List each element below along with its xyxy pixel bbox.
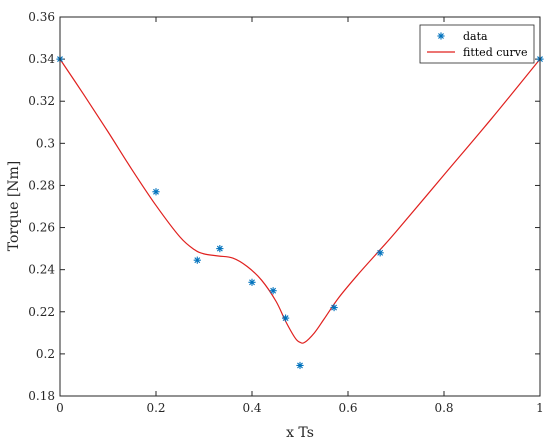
data-point: [193, 256, 201, 264]
x-tick-label: 0.8: [434, 401, 453, 415]
data-point: [216, 245, 224, 253]
data-point: [330, 303, 338, 312]
x-tick-label: 0.4: [242, 401, 261, 415]
y-tick-label: 0.22: [28, 305, 55, 319]
data-point: [269, 287, 277, 295]
y-tick-label: 0.2: [36, 347, 55, 361]
y-tick-label: 0.18: [28, 389, 55, 403]
x-axis-label: x Ts: [286, 425, 314, 441]
x-tick-label: 0: [56, 401, 64, 415]
x-tick-label: 0.2: [146, 401, 165, 415]
y-tick-label: 0.36: [28, 10, 55, 24]
data-point: [282, 314, 290, 322]
y-tick-label: 0.26: [28, 221, 55, 235]
y-axis-label: Torque [Nm]: [6, 161, 22, 252]
data-point: [376, 249, 384, 257]
legend: data fitted curve: [419, 24, 535, 64]
y-tick-label: 0.32: [28, 94, 55, 108]
legend-label-data: data: [463, 30, 488, 43]
legend-box: [419, 24, 535, 64]
x-tick-label: 0.6: [338, 401, 357, 415]
legend-label-fitted-curve: fitted curve: [463, 46, 527, 59]
y-tick-label: 0.28: [28, 178, 55, 192]
y-tick-label: 0.3: [36, 136, 55, 150]
plot-background: [60, 17, 540, 396]
tick-labels: 0 0.2 0.4 0.6 0.8 1 0.18 0.2 0.22 0.24 0.26 0.28 0.3…: [28, 10, 544, 415]
series-layer: [56, 55, 544, 370]
x-tick-label: 1: [536, 401, 544, 415]
plot-frame: [59, 16, 541, 397]
y-tick-label: 0.34: [28, 52, 55, 66]
legend-data-marker: [437, 32, 445, 40]
y-tick-label: 0.24: [28, 263, 55, 277]
legend-data-asterisk: [437, 32, 445, 40]
data-point: [152, 188, 160, 196]
data-point: [248, 278, 256, 286]
data-point: [296, 361, 304, 370]
